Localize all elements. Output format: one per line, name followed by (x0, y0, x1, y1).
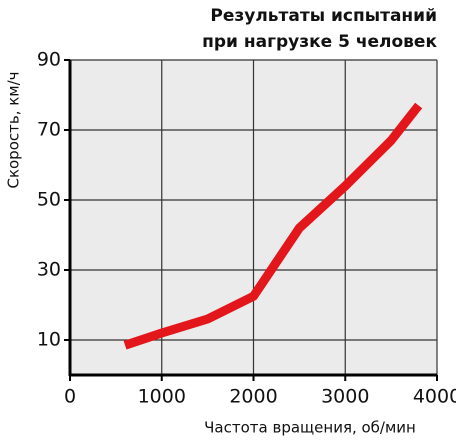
y-axis-label: Скорость, км/ч (5, 71, 23, 188)
x-tick-label: 3000 (321, 386, 369, 408)
x-tick-label: 2000 (229, 386, 277, 408)
y-tick-label: 50 (37, 189, 61, 211)
x-axis-label: Частота вращения, об/мин (204, 419, 416, 437)
y-tick-label: 90 (37, 49, 61, 71)
chart-title: Результаты испытаний (210, 6, 437, 26)
x-tick-label: 4000 (413, 386, 456, 408)
x-tick-label: 1000 (138, 386, 186, 408)
data-line (123, 102, 423, 350)
y-tick-label: 30 (37, 259, 61, 281)
chart-title: при нагрузке 5 человек (202, 32, 437, 52)
x-tick-label: 0 (64, 386, 76, 408)
y-tick-label: 70 (37, 119, 61, 141)
y-tick-label: 10 (37, 329, 61, 351)
